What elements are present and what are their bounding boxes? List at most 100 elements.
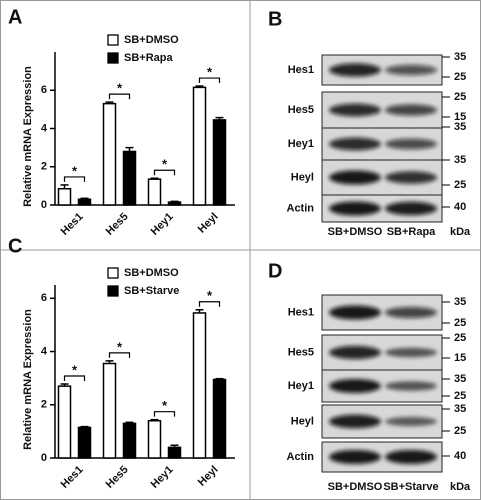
significance-bracket xyxy=(108,352,131,358)
row-label: Hes1 xyxy=(288,64,314,76)
bar xyxy=(192,86,207,206)
bar xyxy=(77,198,92,206)
unit-label: kDa xyxy=(450,226,471,238)
panel-label: B xyxy=(268,8,282,30)
x-tick-label: Hes1 xyxy=(59,211,86,238)
marker-label: 35 xyxy=(454,373,466,385)
marker-label: 40 xyxy=(454,201,466,213)
lane-label: SB+Rapa xyxy=(387,226,436,238)
blot-band xyxy=(385,201,437,216)
bar xyxy=(102,102,117,206)
marker-label: 25 xyxy=(454,179,466,191)
bar xyxy=(212,378,227,459)
x-tick-label: Heyl xyxy=(196,211,221,236)
y-tick-label: 2 xyxy=(41,399,47,411)
significance-label: * xyxy=(72,362,78,377)
y-tick-label: 6 xyxy=(41,292,47,304)
row-label: Hey1 xyxy=(288,380,314,392)
x-tick-label: Hey1 xyxy=(149,464,176,491)
marker-label: 25 xyxy=(454,317,466,329)
blot-band xyxy=(385,138,437,150)
marker-label: 35 xyxy=(454,403,466,415)
unit-label: kDa xyxy=(450,481,471,493)
marker-label: 25 xyxy=(454,332,466,344)
marker-label: 35 xyxy=(454,121,466,133)
marker-label: 15 xyxy=(454,111,466,123)
blot-band xyxy=(329,379,381,393)
significance-label: * xyxy=(72,163,78,178)
blot-band xyxy=(385,450,437,464)
blot-band xyxy=(329,414,381,429)
bar xyxy=(122,150,137,206)
legend-label: SB+Rapa xyxy=(124,52,173,64)
legend-label: SB+Starve xyxy=(124,285,179,297)
x-tick-label: Heyl xyxy=(196,464,221,489)
lane-label: SB+DMSO xyxy=(328,481,383,493)
panel-label: C xyxy=(8,235,22,257)
significance-label: * xyxy=(117,339,123,354)
y-tick-label: 0 xyxy=(41,199,47,211)
legend-swatch xyxy=(107,267,119,279)
significance-bracket xyxy=(108,93,131,100)
legend-label: SB+DMSO xyxy=(124,34,179,46)
bar xyxy=(167,446,182,459)
blot-band xyxy=(329,170,381,185)
row-label: Heyl xyxy=(291,415,314,427)
row-label: Actin xyxy=(287,451,315,463)
row-label: Hes1 xyxy=(288,306,314,318)
significance-bracket xyxy=(198,77,221,84)
row-label: Heyl xyxy=(291,171,314,183)
marker-label: 25 xyxy=(454,390,466,402)
y-tick-label: 2 xyxy=(41,161,47,173)
blot-band xyxy=(329,63,381,77)
x-tick-label: Hes1 xyxy=(59,464,86,491)
blot-band xyxy=(329,450,381,464)
bar xyxy=(77,426,92,459)
significance-bracket xyxy=(153,169,176,176)
blot-band xyxy=(385,416,437,427)
bar xyxy=(147,419,162,459)
blot-band xyxy=(385,306,437,319)
bar xyxy=(212,119,227,206)
x-tick-label: Hes5 xyxy=(104,464,131,491)
blot-band xyxy=(385,171,437,184)
legend-label: SB+DMSO xyxy=(124,267,179,279)
bar xyxy=(147,178,162,206)
significance-label: * xyxy=(207,288,213,303)
lane-label: SB+DMSO xyxy=(328,226,383,238)
significance-bracket xyxy=(198,301,221,307)
significance-label: * xyxy=(162,398,168,413)
legend-swatch xyxy=(107,34,119,46)
blot-band xyxy=(329,201,381,216)
bar xyxy=(167,201,182,206)
y-tick-label: 6 xyxy=(41,84,47,96)
blot-band xyxy=(329,103,381,117)
marker-label: 35 xyxy=(454,296,466,308)
significance-label: * xyxy=(117,81,123,96)
legend-swatch xyxy=(107,285,119,297)
blot-band xyxy=(385,64,437,76)
y-axis-label: Relative mRNA Expression xyxy=(22,309,34,450)
row-label: Hes5 xyxy=(288,346,314,358)
significance-bracket xyxy=(63,375,86,382)
panel-label: A xyxy=(8,6,22,28)
significance-bracket xyxy=(63,176,86,182)
marker-label: 15 xyxy=(454,352,466,364)
blot-band xyxy=(385,381,437,391)
significance-label: * xyxy=(162,157,168,172)
marker-label: 40 xyxy=(454,450,466,462)
x-tick-label: Hes5 xyxy=(104,211,131,238)
bar xyxy=(102,362,117,459)
blot-band xyxy=(385,347,437,358)
x-tick-label: Hey1 xyxy=(149,211,176,238)
y-axis-label: Relative mRNA Expression xyxy=(22,66,34,207)
blot-band xyxy=(329,305,381,320)
panel-label: D xyxy=(268,260,282,282)
marker-label: 25 xyxy=(454,425,466,437)
bar xyxy=(122,422,137,459)
blot-band xyxy=(329,345,381,360)
marker-label: 35 xyxy=(454,154,466,166)
y-tick-label: 4 xyxy=(41,345,48,357)
marker-label: 25 xyxy=(454,91,466,103)
